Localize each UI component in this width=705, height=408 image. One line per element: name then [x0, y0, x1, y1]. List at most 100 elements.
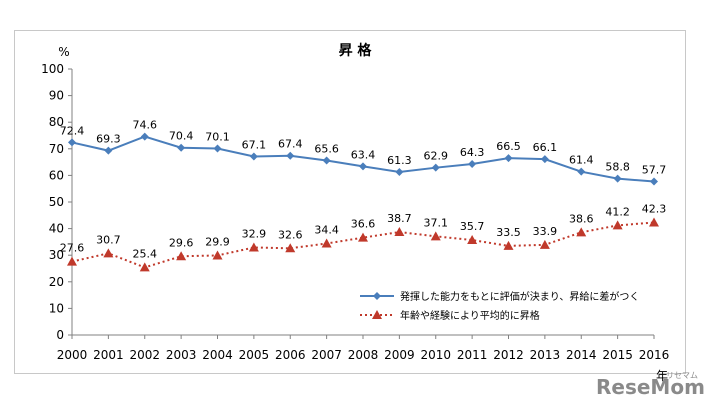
- data-point-triangle: [139, 262, 150, 272]
- data-label: 67.1: [242, 139, 267, 152]
- data-point-diamond: [68, 138, 76, 147]
- series-layer: 72.4 69.3 74.6 70.4 70.1 67.1 67.4 65.6 63.4 61.3…: [60, 119, 667, 272]
- data-point-diamond: [540, 155, 549, 164]
- y-tick-label: 80: [49, 115, 64, 129]
- y-tick-label: 30: [49, 248, 64, 262]
- y-tick-label: 100: [41, 62, 64, 76]
- data-point-triangle: [649, 217, 659, 227]
- data-point-triangle: [285, 243, 296, 253]
- data-label: 27.6: [60, 242, 85, 255]
- data-point-triangle: [67, 256, 77, 266]
- data-point-triangle: [430, 231, 441, 241]
- data-point-triangle: [394, 227, 405, 237]
- legend-swatch-marker: [373, 292, 381, 300]
- x-tick-label: 2015: [602, 348, 633, 362]
- data-point-triangle: [539, 239, 550, 249]
- x-tick-label: 2005: [239, 348, 270, 362]
- y-tick-label: 50: [49, 195, 64, 209]
- x-tick-label: 2008: [348, 348, 379, 362]
- data-point-diamond: [140, 132, 149, 141]
- data-label: 41.2: [605, 205, 630, 218]
- y-tick-label: 70: [49, 142, 64, 156]
- data-point-diamond: [504, 154, 513, 163]
- data-point-diamond: [249, 152, 258, 161]
- data-label: 37.1: [424, 216, 449, 229]
- data-point-diamond: [395, 167, 404, 176]
- y-tick-label: 60: [49, 168, 64, 182]
- data-label: 67.4: [278, 138, 303, 151]
- y-tick-label: 0: [56, 328, 64, 342]
- data-label: 69.3: [96, 133, 121, 146]
- data-label: 36.6: [351, 218, 376, 231]
- data-label: 64.3: [460, 146, 485, 159]
- data-label: 72.4: [60, 124, 85, 137]
- x-tick-label: 2009: [384, 348, 415, 362]
- data-label: 57.7: [642, 164, 667, 177]
- data-label: 70.4: [169, 130, 194, 143]
- legend-label: 発揮した能力をもとに評価が決まり、昇給に差がつく: [400, 290, 639, 303]
- data-point-triangle: [503, 240, 514, 250]
- data-point-diamond: [650, 177, 658, 186]
- data-label: 70.1: [205, 131, 230, 144]
- y-tick-label: 10: [49, 301, 64, 315]
- x-tick-label: 2012: [493, 348, 524, 362]
- data-label: 58.8: [605, 161, 630, 174]
- data-point-diamond: [213, 144, 222, 153]
- data-point-diamond: [577, 167, 586, 176]
- chart-frame: [14, 30, 686, 374]
- data-label: 63.4: [351, 148, 376, 161]
- data-point-triangle: [103, 248, 114, 258]
- data-label: 34.4: [314, 223, 339, 236]
- data-point-triangle: [612, 220, 623, 230]
- data-label: 29.9: [205, 235, 230, 248]
- legend-swatch-marker: [372, 310, 382, 319]
- x-tick-label: 2007: [311, 348, 342, 362]
- data-label: 42.3: [642, 202, 667, 215]
- x-axis-unit: 年: [656, 369, 668, 383]
- data-label: 74.6: [133, 119, 158, 132]
- legend-item-1: 発揮した能力をもとに評価が決まり、昇給に差がつく: [360, 290, 639, 303]
- x-tick-label: 2003: [166, 348, 197, 362]
- data-point-triangle: [248, 242, 259, 252]
- data-label: 61.4: [569, 154, 594, 167]
- watermark-logo: ReseMom リセマム: [596, 371, 705, 399]
- data-point-diamond: [613, 174, 622, 183]
- data-label: 33.5: [496, 226, 521, 239]
- y-tick-label: 40: [49, 222, 64, 236]
- x-tick-label: 2010: [420, 348, 451, 362]
- data-label: 62.9: [424, 150, 449, 163]
- data-point-diamond: [431, 163, 440, 172]
- data-label: 35.7: [460, 220, 485, 233]
- data-label: 38.7: [387, 212, 412, 225]
- x-tick-label: 2013: [530, 348, 561, 362]
- x-tick-label: 2014: [566, 348, 597, 362]
- data-point-triangle: [176, 251, 187, 261]
- data-point-diamond: [468, 159, 477, 168]
- chart-title: 昇 格: [339, 42, 373, 59]
- data-label: 66.1: [533, 141, 558, 154]
- data-label: 38.6: [569, 212, 594, 225]
- data-point-triangle: [467, 235, 478, 245]
- x-tick-label: 2016: [639, 348, 670, 362]
- data-label: 25.4: [133, 247, 158, 260]
- x-tick-label: 2002: [129, 348, 160, 362]
- data-point-triangle: [212, 250, 223, 260]
- series-line: [71, 221, 655, 269]
- data-label: 61.3: [387, 154, 412, 167]
- data-label: 29.6: [169, 236, 194, 249]
- series-1: 72.4 69.3 74.6 70.4 70.1 67.1 67.4 65.6 63.4 61.3…: [60, 119, 667, 186]
- watermark-text: ReseMom: [596, 375, 705, 399]
- x-tick-label: 2011: [457, 348, 488, 362]
- data-point-triangle: [576, 227, 587, 237]
- axes: 0 10 20 30 40 50 60 70 80 90 100 2000 2001 2002 2003 20…: [41, 62, 669, 362]
- data-point-diamond: [359, 162, 367, 171]
- legend-label: 年齢や経験により平均的に昇格: [400, 309, 540, 322]
- x-tick-label: 2001: [93, 348, 124, 362]
- series-2: 27.6 30.7 25.4 29.6 29.9 32.9 32.6 34.4 36.6 38.7…: [60, 202, 667, 272]
- data-point-diamond: [286, 151, 295, 160]
- data-label: 33.9: [533, 225, 558, 238]
- data-point-triangle: [358, 232, 368, 242]
- y-tick-label: 90: [49, 89, 64, 103]
- data-label: 32.6: [278, 228, 303, 241]
